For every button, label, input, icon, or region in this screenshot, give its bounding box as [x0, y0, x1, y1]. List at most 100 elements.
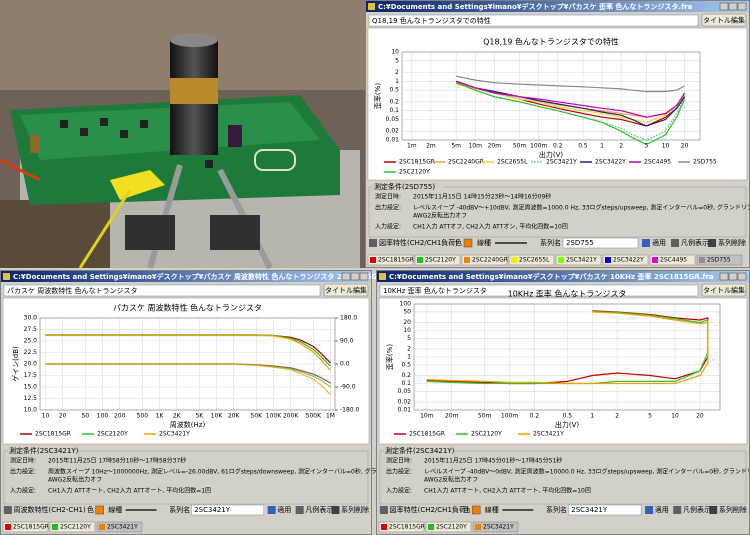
window-button[interactable] [737, 2, 747, 11]
photo [0, 0, 365, 270]
series-name-input[interactable] [568, 504, 642, 516]
legend-checkbox[interactable] [295, 506, 304, 514]
series-line [426, 310, 709, 385]
app-icon [379, 273, 386, 280]
apply-icon[interactable] [645, 506, 654, 514]
legend-checkbox[interactable] [671, 239, 679, 247]
mode-icon[interactable] [3, 506, 12, 514]
series-chip[interactable] [2, 521, 49, 533]
legend-toggle-label: 凡例表示 [305, 505, 333, 514]
chip-color [99, 524, 105, 530]
delete-icon[interactable] [331, 506, 340, 514]
title-edit-button[interactable] [701, 13, 747, 27]
series-name-input[interactable] [562, 237, 639, 249]
legend-checkbox[interactable] [673, 506, 682, 514]
x-tick-label: 5 [644, 143, 648, 150]
x-tick-label: 10K [211, 413, 224, 420]
x-tick-label: 0.5 [563, 413, 573, 420]
x-tick-label: 5 [648, 413, 652, 420]
title-input[interactable] [3, 284, 321, 297]
y-tick-label: 0.01 [386, 137, 400, 144]
series-chip[interactable] [696, 254, 743, 266]
x-axis-label: 周波数(Hz) [170, 420, 206, 429]
delete-icon[interactable] [709, 506, 718, 514]
x-axis-label: 出力(V) [555, 420, 580, 429]
mode-icon[interactable] [379, 506, 388, 514]
x-tick-label: 50 [82, 413, 90, 420]
title-input[interactable] [368, 14, 699, 27]
series-chip[interactable] [367, 254, 414, 266]
series-chip[interactable] [555, 254, 602, 266]
apply-icon[interactable] [267, 506, 276, 514]
y-tick-label: 30.0 [24, 315, 38, 322]
title-bar [366, 1, 749, 12]
series-line [456, 75, 685, 93]
conditions-label: 測定日時: [375, 193, 401, 201]
heatsink [125, 215, 175, 250]
delete-icon[interactable] [708, 239, 716, 247]
mode-label: 図率特性(CH2/CH1負荷) [390, 505, 469, 514]
x-tick-label: 500 [137, 413, 149, 420]
delete-label: 系列削除 [718, 238, 746, 247]
title-edit-label: タイトル編集 [703, 16, 745, 25]
series-chip[interactable] [472, 521, 519, 533]
y-tick-label: 0.02 [398, 399, 412, 406]
x-tick-label: 200K [283, 413, 299, 420]
apply-label: 適用 [277, 505, 291, 514]
conditions-text: AWG2反転出力オフ [413, 212, 467, 220]
conditions-label: 出力設定: [10, 468, 36, 476]
window-button[interactable] [719, 272, 729, 281]
window-button[interactable] [728, 2, 738, 11]
window-button[interactable] [359, 272, 369, 281]
y-tick-label: 0.2 [389, 98, 399, 105]
series-name-value: 2SC3421Y [194, 506, 231, 514]
series-chip[interactable] [649, 254, 696, 266]
window-button[interactable] [341, 272, 351, 281]
y-tick-label: 50 [403, 308, 411, 315]
title-input[interactable] [379, 284, 699, 297]
series-chip[interactable] [96, 521, 143, 533]
chip-color [605, 257, 611, 263]
y-tick-label: 0.05 [386, 116, 400, 123]
y-axis-label: 歪率(%) [385, 344, 394, 370]
window-button[interactable] [728, 272, 738, 281]
x-tick-label: 1m [407, 143, 417, 150]
series-chip[interactable] [49, 521, 96, 533]
window-button[interactable] [737, 272, 747, 281]
color-swatch[interactable] [471, 505, 481, 515]
y-tick-label: 27.5 [24, 326, 38, 333]
y-axis-label: ゲイン(dB) [11, 346, 20, 382]
x-tick-label: 100K [266, 413, 282, 420]
x-tick-label: 5K [195, 413, 204, 420]
x-tick-label: 500K [306, 413, 322, 420]
series-chip[interactable] [508, 254, 555, 266]
mode-label: 周波数特性(CH2-CH1) [14, 505, 86, 514]
title-edit-button[interactable] [701, 283, 747, 297]
apply-icon[interactable] [642, 239, 650, 247]
chip-label: 2SD755 [707, 257, 731, 264]
series-chip[interactable] [378, 521, 425, 533]
mode-icon[interactable] [369, 239, 377, 247]
color-swatch[interactable] [95, 505, 104, 515]
legend-toggle-label: 凡例表示 [681, 238, 709, 247]
phase-line [45, 363, 331, 396]
title-edit-button[interactable] [323, 283, 369, 297]
x-tick-label: 2 [615, 413, 619, 420]
series-chip[interactable] [425, 521, 472, 533]
window-button[interactable] [719, 2, 729, 11]
series-chip[interactable] [602, 254, 649, 266]
series-chip[interactable] [414, 254, 461, 266]
window: C:¥Documents and Settings¥imano¥デスクトップ¥パ… [365, 0, 750, 268]
y-tick-label: 10.0 [24, 407, 38, 414]
conditions-text: CH1入力 ATTオフ, CH2入力 ATTオン, 平均化回数=10回 [413, 223, 568, 231]
x-tick-label: 200 [114, 413, 126, 420]
window-button[interactable] [350, 272, 360, 281]
legend-toggle-label: 凡例表示 [683, 505, 711, 514]
delete-label: 系列削除 [719, 505, 747, 514]
series-name-input[interactable] [191, 504, 265, 516]
series-chip[interactable] [461, 254, 508, 266]
title-input-text: Q18,19 色んなトランジスタでの特性 [372, 16, 491, 25]
color-swatch[interactable] [463, 238, 473, 248]
conditions-label: 入力設定: [10, 487, 36, 495]
